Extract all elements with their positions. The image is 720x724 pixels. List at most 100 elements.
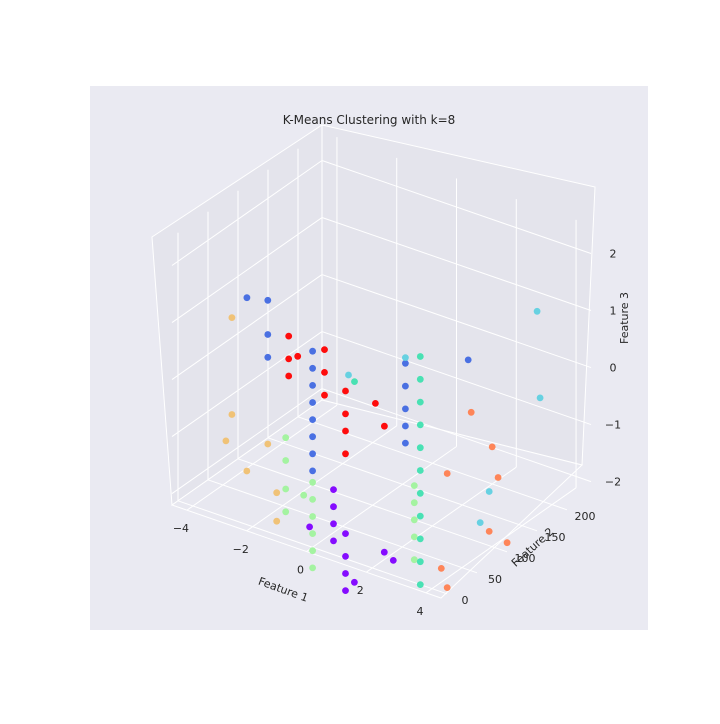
cluster-4-point	[416, 398, 424, 406]
cluster-2-point	[351, 578, 358, 586]
cluster-1-point	[321, 346, 328, 353]
x-tick-label: −4	[173, 522, 189, 535]
cluster-3-point	[309, 547, 316, 555]
cluster-7-point	[402, 354, 409, 361]
cluster-3-point	[410, 533, 418, 541]
x-grid-floor	[246, 425, 398, 532]
cluster-3-point	[410, 516, 418, 524]
cluster-3-point	[410, 556, 418, 564]
cluster-0-point	[309, 382, 316, 389]
y-grid-floor	[237, 458, 508, 553]
cluster-4-point	[416, 353, 424, 360]
z-grid-back	[321, 217, 592, 312]
y-tick-label: 0	[462, 594, 469, 607]
cluster-2-point	[380, 548, 388, 556]
cluster-7-point	[533, 307, 541, 315]
cluster-5-point	[228, 411, 236, 418]
cluster-7-point	[536, 394, 544, 402]
cluster-5-point	[222, 437, 230, 445]
y-grid-floor	[177, 500, 448, 595]
cluster-2-point	[389, 557, 397, 564]
z-tick-label: −2	[605, 476, 621, 489]
cluster-4-point	[416, 489, 424, 497]
cluster-0-point	[309, 467, 316, 475]
cluster-4-point	[416, 467, 424, 474]
z-grid-back	[321, 274, 592, 369]
cluster-1-point	[342, 410, 349, 418]
cluster-1-point	[321, 369, 328, 376]
y-tick-label: 50	[488, 573, 502, 586]
z-tick-label: 2	[610, 248, 617, 261]
cluster-0-point	[264, 296, 272, 304]
cluster-3-point	[282, 434, 290, 442]
cluster-6-point	[494, 474, 502, 481]
cluster-1-point	[285, 332, 293, 340]
cluster-1-point	[342, 450, 349, 458]
cluster-5-point	[228, 314, 236, 321]
cluster-6-point	[503, 539, 511, 547]
z-tick-label: 0	[610, 362, 617, 375]
cluster-1-point	[342, 427, 349, 435]
cluster-5-point	[273, 489, 281, 497]
cluster-4-point	[416, 421, 424, 429]
cluster-2-point	[330, 520, 337, 528]
cluster-2-point	[330, 503, 337, 511]
cluster-3-point	[410, 499, 418, 507]
cluster-0-point	[402, 422, 409, 430]
cluster-4-point	[351, 378, 358, 385]
z-grid-left	[171, 388, 323, 495]
cluster-3-point	[309, 478, 316, 486]
y-tick-label: 100	[515, 552, 536, 565]
data-points	[222, 294, 544, 594]
cluster-0-point	[264, 331, 272, 338]
cluster-2-point	[306, 523, 313, 531]
cluster-2-point	[342, 570, 349, 577]
x-tick-label: 2	[357, 584, 364, 597]
cluster-6-point	[443, 584, 451, 591]
cluster-3-point	[300, 491, 308, 499]
cluster-2-point	[330, 537, 337, 545]
z-grid-left	[171, 274, 323, 380]
cluster-5-point	[243, 467, 251, 475]
cluster-6-point	[443, 470, 451, 477]
x-grid-floor	[425, 487, 577, 594]
y-tick-label: 200	[575, 510, 596, 523]
tick-labels: −4 −2 0 2 4 0 50 100 150 200 −2 −1 0 1 2	[173, 248, 621, 618]
cluster-2-point	[342, 587, 349, 594]
cluster-7-point	[485, 488, 493, 495]
cluster-0-point	[402, 405, 409, 413]
cluster-3-point	[282, 485, 290, 493]
cluster-0-point	[264, 353, 272, 361]
cluster-3-point	[309, 496, 316, 503]
cluster-7-point	[476, 519, 484, 526]
z-tick-label: −1	[605, 419, 621, 432]
cluster-4-point	[416, 581, 424, 588]
cluster-0-point	[243, 294, 251, 302]
cluster-7-point	[345, 371, 352, 379]
cluster-0-point	[402, 359, 409, 367]
z-grid-back	[321, 160, 592, 254]
cluster-0-point	[464, 356, 472, 364]
cluster-1-point	[285, 355, 293, 363]
cluster-1-point	[321, 391, 328, 399]
cluster-2-point	[330, 486, 337, 493]
z-grid-back	[321, 331, 592, 426]
x-grid-floor	[365, 466, 517, 573]
cluster-1-point	[381, 422, 388, 430]
cluster-2-point	[342, 553, 349, 560]
cluster-3-point	[282, 508, 290, 516]
x-tick-label: 0	[297, 564, 304, 577]
cluster-2-point	[342, 530, 349, 537]
cluster-0-point	[309, 399, 316, 406]
cluster-3-point	[309, 513, 316, 520]
cluster-3-point	[282, 457, 290, 464]
cluster-6-point	[467, 408, 475, 416]
cluster-6-point	[485, 528, 493, 535]
cluster-0-point	[309, 364, 316, 372]
z-grid-back	[321, 388, 592, 483]
cluster-1-point	[342, 387, 349, 395]
cluster-6-point	[437, 565, 445, 572]
cluster-0-point	[309, 450, 316, 458]
cluster-5-point	[273, 517, 281, 525]
